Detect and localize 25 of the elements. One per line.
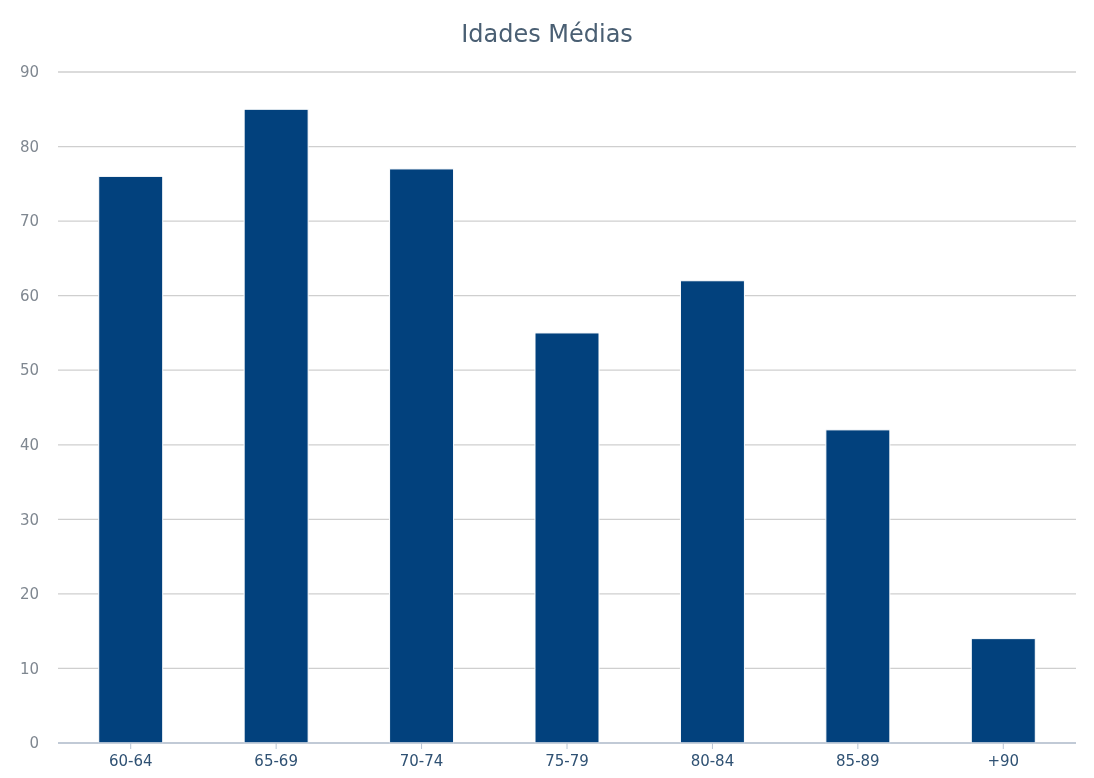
- bar: [534, 332, 600, 744]
- bar: [679, 280, 745, 744]
- x-tick-label: 65-69: [254, 752, 298, 770]
- x-tick-label: 85-89: [836, 752, 880, 770]
- bar: [389, 168, 455, 744]
- y-tick-label: 20: [19, 585, 39, 604]
- bar: [243, 108, 309, 744]
- chart-title: Idades Médias: [461, 20, 633, 48]
- x-tick-label: +90: [987, 752, 1020, 770]
- y-tick-label: 40: [19, 436, 39, 455]
- bar: [98, 175, 164, 744]
- y-tick-label: 0: [29, 734, 39, 753]
- x-tick-label: 70-74: [399, 752, 444, 770]
- y-tick-label: 80: [19, 137, 39, 156]
- bar: [825, 429, 891, 744]
- x-tick-label: 75-79: [545, 752, 589, 770]
- y-tick-label: 30: [19, 510, 39, 529]
- y-tick-label: 60: [19, 286, 39, 305]
- y-tick-label: 10: [19, 659, 39, 678]
- y-tick-label: 70: [19, 212, 39, 231]
- y-tick-label: 50: [19, 361, 39, 380]
- x-tick-label: 60-64: [108, 752, 153, 770]
- x-tick-label: 80-84: [690, 752, 735, 770]
- bar: [970, 638, 1036, 744]
- y-tick-label: 90: [19, 63, 39, 82]
